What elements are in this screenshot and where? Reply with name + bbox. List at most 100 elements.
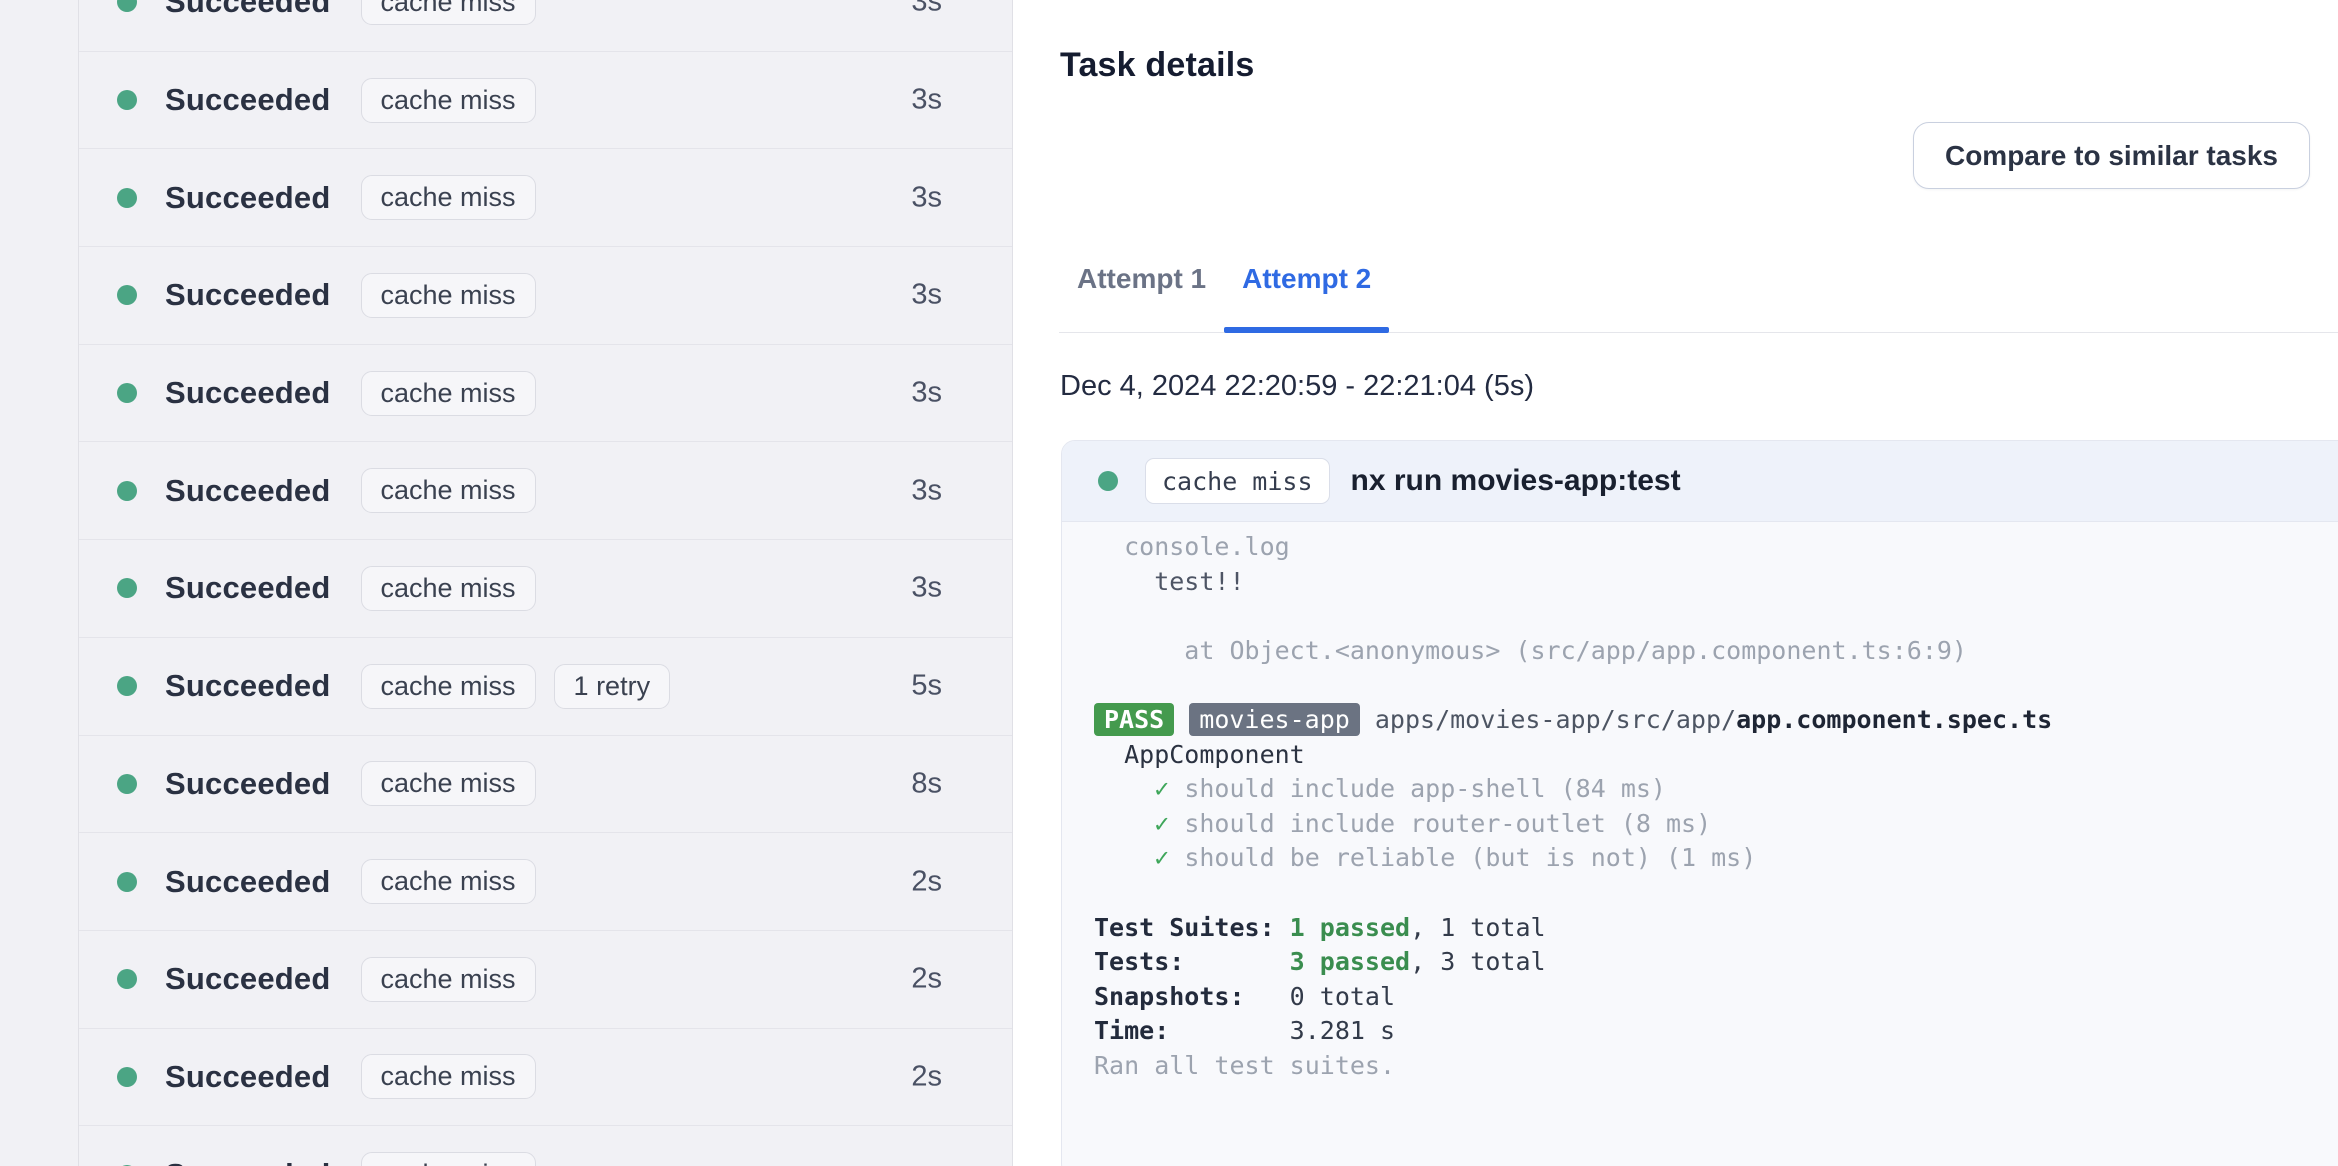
terminal-text: should include app-shell (84 ms) bbox=[1169, 774, 1666, 804]
project-name-badge: movies-app bbox=[1189, 702, 1360, 736]
task-duration: 2s bbox=[911, 865, 942, 898]
terminal-text: should be reliable (but is not) (1 ms) bbox=[1169, 843, 1757, 873]
terminal-text bbox=[1174, 705, 1189, 734]
task-output-card: cache miss nx run movies-app:test consol… bbox=[1061, 440, 2338, 1166]
compare-to-similar-tasks-button[interactable]: Compare to similar tasks bbox=[1912, 122, 2310, 189]
status-dot-succeeded bbox=[117, 90, 137, 111]
task-status-label: Succeeded bbox=[165, 472, 331, 508]
task-duration: 3s bbox=[911, 278, 942, 311]
task-duration: 3s bbox=[911, 474, 942, 507]
cache-status-badge: cache miss bbox=[360, 468, 536, 514]
terminal-text bbox=[1360, 705, 1375, 734]
terminal-text: , 3 total bbox=[1410, 947, 1546, 977]
terminal-line: Tests: 3 passed, 3 total bbox=[1094, 947, 2338, 982]
task-row[interactable]: Succeeded cache miss 3s bbox=[79, 52, 1012, 150]
terminal-line: at Object.<anonymous> (src/app/app.compo… bbox=[1094, 636, 2338, 671]
cache-status-badge: cache miss bbox=[360, 0, 536, 25]
task-status-label: Succeeded bbox=[165, 277, 331, 313]
terminal-line: Snapshots: 0 total bbox=[1094, 982, 2338, 1017]
task-row[interactable]: Succeeded cache miss 8s bbox=[79, 736, 1012, 834]
task-duration: 2s bbox=[911, 1060, 942, 1093]
status-dot-succeeded bbox=[117, 871, 137, 892]
terminal-text: test!! bbox=[1094, 566, 1245, 596]
terminal-line bbox=[1094, 670, 2338, 705]
task-row[interactable]: Succeeded cache miss 3s bbox=[79, 540, 1012, 638]
terminal-text: console.log bbox=[1094, 532, 1290, 561]
status-dot-succeeded bbox=[117, 0, 137, 13]
terminal-text: Test Suites: bbox=[1094, 912, 1290, 942]
cache-status-badge: cache miss bbox=[360, 565, 536, 611]
task-row[interactable]: Succeeded cache miss 3s bbox=[79, 345, 1012, 443]
terminal-line: PASS movies-app apps/movies-app/src/app/… bbox=[1094, 702, 2338, 740]
terminal-line: Ran all test suites. bbox=[1094, 1051, 2338, 1086]
terminal-line: ✓ should include app-shell (84 ms) bbox=[1094, 774, 2338, 809]
terminal-text: 3 passed bbox=[1289, 947, 1411, 977]
task-duration: 8s bbox=[911, 767, 942, 800]
terminal-text: 0 total bbox=[1289, 981, 1396, 1011]
task-row[interactable]: Succeeded cache miss 3s bbox=[79, 442, 1012, 541]
task-duration: 3s bbox=[911, 571, 942, 604]
terminal-text: 1 passed bbox=[1289, 912, 1411, 942]
status-dot-succeeded bbox=[117, 578, 137, 599]
task-row[interactable]: Succeeded cache miss 2s bbox=[79, 1029, 1012, 1127]
retry-badge: 1 retry bbox=[553, 663, 671, 709]
status-dot-succeeded bbox=[117, 480, 137, 501]
task-duration: 3s bbox=[911, 181, 942, 214]
terminal-text: Tests: bbox=[1094, 947, 1290, 977]
task-status-label: Succeeded bbox=[165, 179, 331, 215]
task-row[interactable]: Succeeded cache miss 3s bbox=[79, 0, 1012, 52]
task-duration: 2s bbox=[911, 962, 942, 995]
tab-attempt-2[interactable]: Attempt 2 bbox=[1224, 250, 1390, 333]
task-row[interactable]: Succeeded cache miss 3s bbox=[79, 247, 1012, 345]
cache-status-badge: cache miss bbox=[360, 175, 536, 221]
status-dot-succeeded bbox=[117, 1164, 137, 1166]
terminal-text: apps/movies-app/src/app/ bbox=[1374, 704, 1737, 734]
status-dot-succeeded bbox=[117, 773, 137, 794]
cache-status-badge: cache miss bbox=[1145, 458, 1330, 504]
task-status-label: Succeeded bbox=[165, 1157, 331, 1166]
cache-status-badge: cache miss bbox=[360, 272, 536, 318]
cache-status-badge: cache miss bbox=[360, 761, 536, 807]
status-dot-succeeded bbox=[1098, 471, 1118, 491]
task-status-label: Succeeded bbox=[165, 570, 331, 606]
task-row[interactable]: Succeeded cache miss bbox=[79, 1126, 1012, 1166]
status-dot-succeeded bbox=[117, 285, 137, 306]
task-status-label: Succeeded bbox=[165, 1058, 331, 1094]
task-list: Succeeded cache miss 3s Succeeded cache miss… bbox=[78, 0, 1012, 1166]
task-duration: 3s bbox=[911, 0, 942, 18]
terminal-text: AppComponent bbox=[1094, 739, 1305, 769]
terminal-text bbox=[1094, 809, 1154, 838]
attempt-time-range: Dec 4, 2024 22:20:59 - 22:21:04 (5s) bbox=[1060, 370, 1534, 402]
task-duration: 5s bbox=[911, 669, 942, 702]
cache-status-badge: cache miss bbox=[360, 370, 536, 416]
task-row[interactable]: Succeeded cache miss 3s bbox=[79, 149, 1012, 248]
task-duration: 3s bbox=[911, 83, 942, 116]
cache-status-badge: cache miss bbox=[360, 1152, 536, 1166]
cache-status-badge: cache miss bbox=[360, 1054, 536, 1100]
status-dot-succeeded bbox=[117, 676, 137, 697]
task-row[interactable]: Succeeded cache miss 2s bbox=[79, 931, 1012, 1029]
terminal-text: Snapshots: bbox=[1094, 981, 1290, 1011]
task-status-label: Succeeded bbox=[165, 375, 331, 411]
cache-status-badge: cache miss bbox=[360, 859, 536, 905]
task-status-label: Succeeded bbox=[165, 0, 331, 20]
jest-pass-badge: PASS bbox=[1094, 702, 1175, 736]
terminal-line: Test Suites: 1 passed, 1 total bbox=[1094, 913, 2338, 948]
terminal-text: Ran all test suites. bbox=[1094, 1050, 1396, 1080]
tab-attempt-1[interactable]: Attempt 1 bbox=[1077, 263, 1207, 294]
task-status-label: Succeeded bbox=[165, 863, 331, 899]
task-row[interactable]: Succeeded cache miss 1 retry 5s bbox=[79, 638, 1012, 736]
terminal-line: Time: 3.281 s bbox=[1094, 1016, 2338, 1051]
task-name: nx run movies-app:test bbox=[1350, 464, 1681, 497]
task-row[interactable]: Succeeded cache miss 2s bbox=[79, 833, 1012, 931]
task-output-card-header[interactable]: cache miss nx run movies-app:test bbox=[1062, 441, 2338, 522]
cache-status-badge: cache miss bbox=[360, 77, 536, 123]
terminal-line: ✓ should be reliable (but is not) (1 ms) bbox=[1094, 843, 2338, 878]
terminal-text: app.component.spec.ts bbox=[1736, 704, 2053, 734]
terminal-line: AppComponent bbox=[1094, 740, 2338, 775]
terminal-output: console.log test!! at Object.<anonymous>… bbox=[1062, 522, 2338, 1086]
cache-status-badge: cache miss bbox=[360, 663, 536, 709]
terminal-text: 3.281 s bbox=[1289, 1016, 1396, 1046]
status-dot-succeeded bbox=[117, 969, 137, 990]
terminal-text: at Object.<anonymous> (src/app/app.compo… bbox=[1094, 635, 1967, 665]
